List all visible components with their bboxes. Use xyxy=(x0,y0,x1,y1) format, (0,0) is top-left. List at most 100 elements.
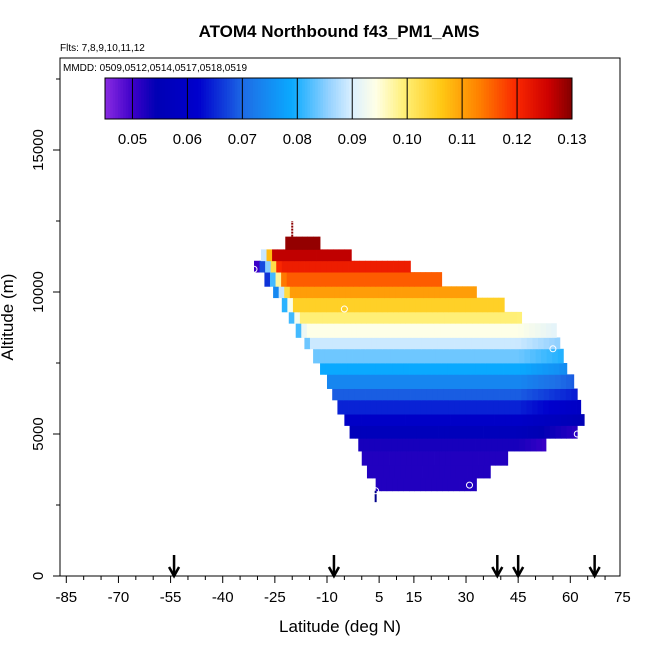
colorbar-segment xyxy=(468,78,472,119)
heatmap-cell xyxy=(362,286,369,299)
x-tick-label: 30 xyxy=(458,589,475,606)
heatmap-cell xyxy=(326,260,333,273)
heatmap-cell xyxy=(471,425,478,439)
heatmap-cell xyxy=(499,425,506,439)
heatmap-cell xyxy=(334,323,341,338)
heatmap-cell xyxy=(526,388,533,401)
colorbar-segment xyxy=(413,78,417,119)
heatmap-cell xyxy=(440,323,447,338)
colorbar-segment xyxy=(232,78,236,119)
heatmap-cell xyxy=(351,323,358,338)
colorbar-segment xyxy=(341,78,345,119)
heatmap-cell xyxy=(313,236,320,250)
heatmap-cell xyxy=(421,388,428,401)
heatmap-cell xyxy=(290,236,297,250)
heatmap-cell xyxy=(362,323,369,338)
heatmap-cell xyxy=(525,438,532,452)
heatmap-cell xyxy=(478,465,485,479)
heatmap-cell xyxy=(399,374,406,389)
heatmap-cell xyxy=(314,272,321,287)
heatmap-cell xyxy=(515,337,522,350)
colorbar-segment xyxy=(133,78,137,119)
heatmap-cell xyxy=(514,363,521,375)
colorbar-tick-label: 0.06 xyxy=(173,131,202,148)
colorbar-segment xyxy=(530,78,534,119)
colorbar-segment xyxy=(206,78,210,119)
heatmap-cell xyxy=(283,249,290,262)
heatmap-cell xyxy=(472,465,479,479)
colorbar-segment xyxy=(535,78,539,119)
heatmap-cell xyxy=(287,260,294,273)
colorbar-segment xyxy=(151,78,155,119)
heatmap-cell xyxy=(348,388,355,401)
heatmap-cell xyxy=(307,236,314,250)
heatmap-cell xyxy=(276,260,283,273)
heatmap-cell xyxy=(349,374,356,389)
heatmap-cell xyxy=(433,311,440,324)
heatmap-cell xyxy=(418,323,425,338)
colorbar-segment xyxy=(335,78,339,119)
heatmap-cell xyxy=(536,438,543,452)
heatmap-cell xyxy=(398,388,405,401)
heatmap-cell xyxy=(447,438,454,452)
heatmap-cell xyxy=(431,272,438,287)
colorbar-segment xyxy=(512,78,516,119)
heatmap-cell xyxy=(266,249,273,262)
heatmap-cell xyxy=(299,311,306,324)
heatmap-cell xyxy=(399,414,406,426)
heatmap-cell xyxy=(367,451,374,466)
colorbar-segment xyxy=(182,78,186,119)
heatmap-cell xyxy=(460,337,467,350)
heatmap-cell xyxy=(426,337,433,350)
heatmap-cell xyxy=(400,465,407,479)
heatmap-cell xyxy=(561,414,568,426)
heatmap-cell xyxy=(427,311,434,324)
heatmap-cell xyxy=(532,399,539,415)
colorbar-tick-label: 0.10 xyxy=(393,131,422,148)
colorbar-segment xyxy=(470,78,474,119)
heatmap-cell xyxy=(427,425,434,439)
colorbar-segment xyxy=(377,78,381,119)
heatmap-cell xyxy=(379,348,386,364)
colorbar-segment xyxy=(400,78,404,119)
heatmap-cell xyxy=(284,286,291,299)
heatmap-cell xyxy=(399,425,406,439)
colorbar-segment xyxy=(392,78,397,119)
heatmap-cell xyxy=(438,374,445,389)
heatmap-cell xyxy=(519,438,526,452)
colorbar-segment xyxy=(245,78,249,119)
heatmap-cell xyxy=(342,260,349,273)
heatmap-cell xyxy=(311,311,317,324)
heatmap-cell xyxy=(338,374,345,389)
heatmap-cell xyxy=(433,425,439,439)
heatmap-cell xyxy=(360,374,367,389)
colorbar-tick-label: 0.09 xyxy=(338,131,367,148)
heatmap-cell xyxy=(516,374,523,389)
heatmap-cell xyxy=(501,323,508,338)
heatmap-cell xyxy=(363,348,370,364)
colorbar-segment xyxy=(509,78,513,119)
heatmap-cell xyxy=(506,451,509,466)
heatmap-cell xyxy=(521,337,528,350)
heatmap-cell xyxy=(461,465,468,479)
heatmap-cell xyxy=(264,272,271,287)
heatmap-cell xyxy=(327,311,334,324)
heatmap-cell xyxy=(543,374,550,389)
colorbar-segment xyxy=(411,78,415,119)
colorbar-segment xyxy=(540,78,544,119)
heatmap-cell xyxy=(398,260,405,273)
heatmap-cell xyxy=(448,297,455,313)
heatmap-cell xyxy=(484,451,491,466)
heatmap-cell xyxy=(395,323,402,338)
colorbar-segment xyxy=(499,78,503,119)
colorbar-segment xyxy=(175,78,179,119)
heatmap-cell xyxy=(493,399,500,415)
heatmap-cell xyxy=(343,374,350,389)
heatmap-cell xyxy=(560,388,567,401)
heatmap-cell xyxy=(456,451,463,466)
heatmap-cell xyxy=(342,363,349,375)
heatmap-cell xyxy=(344,311,351,324)
heatmap-cell xyxy=(504,388,511,401)
heatmap-cell xyxy=(493,388,500,401)
heatmap-cell xyxy=(432,337,439,350)
